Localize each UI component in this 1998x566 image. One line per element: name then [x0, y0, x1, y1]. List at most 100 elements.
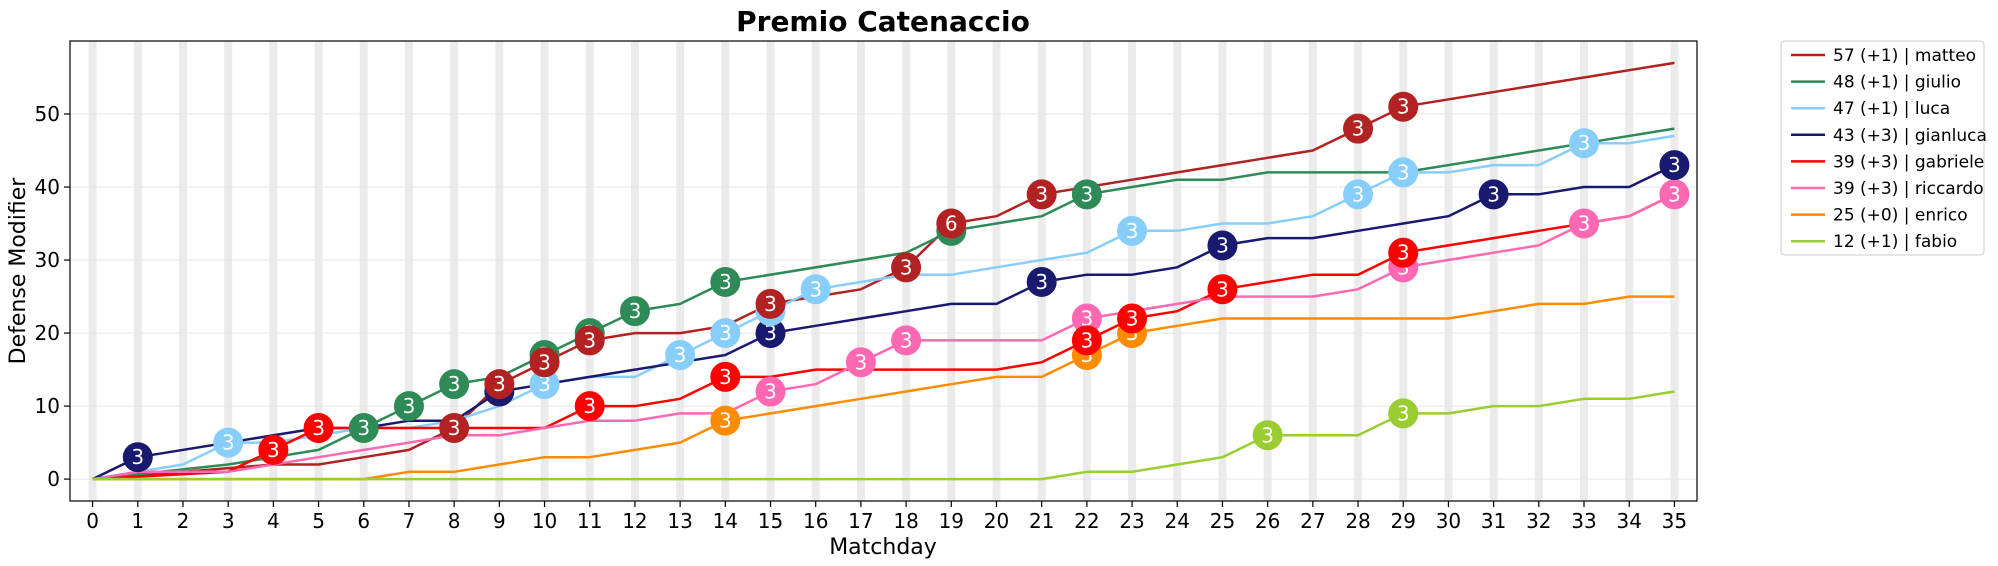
x-tick-label: 23: [1119, 509, 1144, 533]
marker-label: 3: [1216, 233, 1229, 257]
series-marker: [891, 252, 922, 283]
x-tick-label: 10: [532, 509, 557, 533]
series-marker: [1071, 179, 1102, 210]
marker-label: 3: [1216, 277, 1229, 301]
series-marker: [710, 266, 741, 297]
legend-label: 47 (+1) | luca: [1833, 99, 1950, 119]
series-marker: [1343, 113, 1374, 144]
x-tick-label: 4: [267, 509, 280, 533]
x-tick-label: 11: [577, 509, 602, 533]
legend: 57 (+1) | matteo 48 (+1) | giulio 47 (+1) …: [1780, 40, 1987, 256]
marker-label: 3: [403, 394, 416, 418]
marker-label: 3: [764, 321, 777, 345]
x-band: [811, 41, 820, 501]
y-axis: 0 10 20 30 40 50: [35, 102, 70, 491]
y-tick-label: 0: [47, 467, 60, 491]
series-marker: [800, 274, 831, 305]
y-tick-label: 40: [35, 175, 60, 199]
x-band: [585, 41, 594, 501]
x-tick-label: 2: [177, 509, 190, 533]
marker-label: 3: [267, 438, 280, 462]
marker-label: 3: [1668, 153, 1681, 177]
series-marker: [1071, 325, 1102, 356]
marker-label: 3: [1487, 182, 1500, 206]
series-marker: [1388, 157, 1419, 188]
x-band: [856, 41, 865, 501]
series-marker: [574, 325, 605, 356]
x-tick-label: 5: [312, 509, 325, 533]
legend-frame: [1780, 40, 1985, 256]
series-marker: [258, 434, 289, 465]
x-tick-label: 0: [86, 509, 99, 533]
series-marker: [1117, 303, 1148, 334]
x-band: [1308, 41, 1317, 501]
x-tick-label: 25: [1210, 509, 1235, 533]
x-band: [1173, 41, 1182, 501]
series-marker: [710, 318, 741, 349]
x-tick-label: 34: [1616, 509, 1641, 533]
x-axis: 0 1 2 3 4 5 6 7 8 9 10 11 12 13 14 15 16 17 18 19 20 21 22 23 24…: [86, 501, 1687, 533]
marker-label: 3: [583, 394, 596, 418]
x-tick-label: 18: [893, 509, 918, 533]
marker-label: 3: [357, 416, 370, 440]
x-tick-label: 19: [939, 509, 964, 533]
x-tick-label: 6: [357, 509, 370, 533]
marker-label: 3: [1035, 182, 1048, 206]
series-marker: [1026, 266, 1057, 297]
marker-label: 3: [538, 372, 551, 396]
series-marker: [1388, 91, 1419, 122]
series-marker: [1252, 420, 1283, 451]
x-tick-label: 26: [1255, 509, 1280, 533]
series-line: [92, 193, 1675, 481]
x-tick-label: 32: [1526, 509, 1551, 533]
marker-label: 3: [1081, 328, 1094, 352]
marker-label: 3: [1578, 131, 1591, 155]
x-tick-label: 31: [1481, 509, 1506, 533]
marker-label: 3: [1035, 270, 1048, 294]
series-marker: [213, 427, 244, 458]
legend-label: 39 (+3) | gabriele: [1833, 152, 1984, 172]
x-band: [88, 41, 97, 501]
x-tick-label: 7: [403, 509, 416, 533]
marker-label: 3: [629, 299, 642, 323]
marker-label: 3: [538, 350, 551, 374]
series-marker: [755, 318, 786, 349]
x-tick-label: 16: [803, 509, 828, 533]
x-tick-label: 29: [1391, 509, 1416, 533]
legend-label: 43 (+3) | gianluca: [1833, 126, 1987, 146]
x-tick-label: 1: [131, 509, 144, 533]
marker-label: 3: [900, 328, 913, 352]
series-marker: [1117, 215, 1148, 246]
x-band: [495, 41, 504, 501]
series-markers: 3333333333333333333333333333333333333333…: [122, 91, 1690, 473]
marker-label: 3: [1668, 182, 1681, 206]
x-band: [1489, 41, 1498, 501]
x-band: [540, 41, 549, 501]
series-line: [92, 295, 1675, 481]
series-marker: [845, 347, 876, 378]
x-band: [178, 41, 187, 501]
series-marker: [619, 296, 650, 327]
series-marker: [1569, 208, 1600, 239]
marker-label: 3: [1126, 219, 1139, 243]
series-marker: [755, 288, 786, 319]
series-marker: [1388, 398, 1419, 429]
x-tick-label: 28: [1345, 509, 1370, 533]
x-tick-label: 8: [448, 509, 461, 533]
y-axis-label: Defense Modifier: [6, 177, 31, 365]
x-tick-label: 15: [758, 509, 783, 533]
series-marker: [303, 412, 334, 443]
series-line: [92, 163, 1675, 481]
series-marker: [574, 391, 605, 422]
x-band: [992, 41, 1001, 501]
series-marker: [1659, 179, 1690, 210]
y-tick-label: 20: [35, 321, 60, 345]
x-band: [133, 41, 142, 501]
x-band: [630, 41, 639, 501]
x-band: [359, 41, 368, 501]
series-marker: [1478, 179, 1509, 210]
marker-label: 3: [448, 372, 461, 396]
marker-label: 3: [1578, 212, 1591, 236]
marker-label: 3: [764, 292, 777, 316]
marker-label: 3: [1397, 160, 1410, 184]
